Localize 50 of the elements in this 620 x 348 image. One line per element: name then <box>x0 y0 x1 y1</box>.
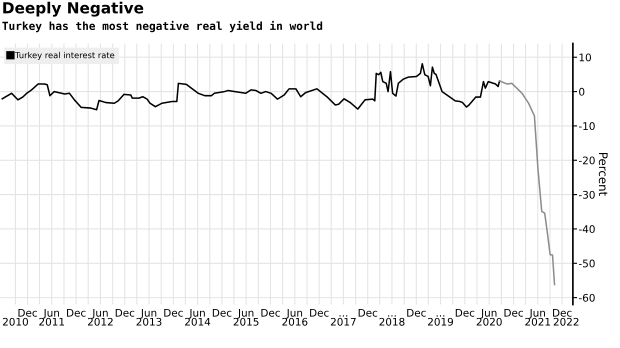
y-tick-label: -10 <box>578 122 595 130</box>
legend-label: Turkey real interest rate <box>14 52 114 60</box>
x-tick-label: Dec <box>261 308 280 317</box>
x-tick-label: Jun <box>480 308 496 319</box>
x2-tick-label: 2010 <box>2 318 28 326</box>
x2-tick-label: 2017 <box>330 318 356 326</box>
x2-tick-label: 2016 <box>282 318 308 326</box>
y-tick-label: -20 <box>578 156 595 164</box>
x2-tick-label: 2014 <box>185 318 210 326</box>
y-tick-label: -60 <box>578 294 595 302</box>
x-tick-label: Jun <box>237 308 254 319</box>
x-tick-label: Jun <box>43 308 60 319</box>
x-tick-label: Jun <box>188 308 205 319</box>
chart-subtitle: Turkey has the most negative real yield in world <box>2 20 322 32</box>
x-tick-label: Dec <box>504 308 523 317</box>
y-tick-label: -40 <box>578 225 595 234</box>
line-series <box>1 62 500 111</box>
x2-tick-label: 2011 <box>39 318 64 326</box>
x-tick-label: Jun <box>529 308 546 319</box>
x-tick-label: ... <box>388 315 396 317</box>
y-tick-label: 10 <box>580 53 591 62</box>
x-tick-label: ... <box>436 315 444 317</box>
x2-tick-label: 2018 <box>379 318 404 326</box>
x2-tick-label: 2015 <box>234 318 258 326</box>
y-axis-title: Percent <box>598 152 608 196</box>
x-tick-label: Dec <box>164 308 183 317</box>
x-tick-label: ... <box>340 315 348 317</box>
x-tick-label: Dec <box>407 308 426 317</box>
x-tick-label: Dec <box>553 308 572 317</box>
x-tick-label: Dec <box>456 308 474 317</box>
x2-tick-label: 2022 <box>554 318 578 326</box>
x-tick-label: Jun <box>286 308 302 319</box>
x-tick-label: Dec <box>310 308 329 317</box>
x-tick-label: Dec <box>212 308 232 317</box>
x2-tick-label: 2013 <box>136 318 162 326</box>
x2-tick-label: 2019 <box>428 318 454 326</box>
x-tick-label: Dec <box>18 308 37 317</box>
line-series <box>498 80 556 286</box>
chart-title: Deeply Negative <box>3 2 144 17</box>
y-tick-label: -50 <box>578 260 595 268</box>
y-tick-label: -30 <box>578 190 595 199</box>
x2-tick-label: 2021 <box>525 318 550 326</box>
x-tick-label: Dec <box>358 308 378 317</box>
y-tick-label: 0 <box>579 88 584 96</box>
x-tick-label: Jun <box>140 308 156 319</box>
x2-tick-label: 2020 <box>476 318 502 326</box>
x-tick-label: Jun <box>92 308 108 319</box>
x2-tick-label: 2012 <box>88 318 113 326</box>
x-tick-label: Dec <box>116 308 134 317</box>
x-tick-label: Dec <box>67 308 86 317</box>
